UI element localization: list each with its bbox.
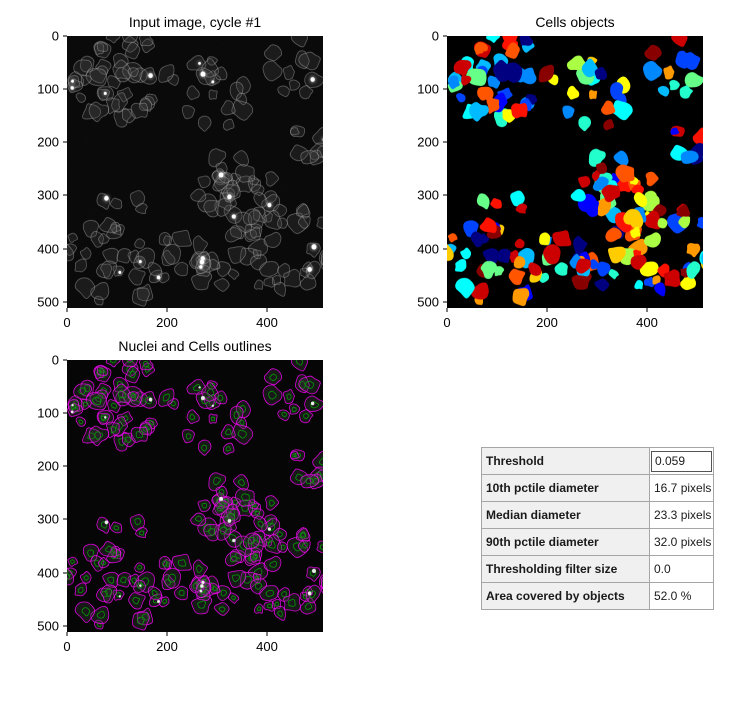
ytick-label: 0 bbox=[431, 28, 439, 44]
ytick-mark bbox=[63, 35, 67, 37]
subplot-cells-objects: Cells objects 0 100 200 300 400 500 0 20… bbox=[417, 14, 703, 330]
ytick-mark bbox=[443, 301, 447, 303]
ytick-mark bbox=[63, 572, 67, 573]
threshold-input[interactable] bbox=[651, 450, 712, 472]
table-row: 90th pctile diameter 32.0 pixels bbox=[482, 529, 714, 556]
ytick-mark bbox=[63, 194, 67, 196]
xtick-label: 0 bbox=[63, 639, 71, 654]
ytick-label: 100 bbox=[37, 81, 59, 97]
ytick-label: 100 bbox=[417, 81, 439, 97]
xtick-label: 400 bbox=[256, 639, 278, 654]
ytick-label: 200 bbox=[37, 458, 59, 474]
subplot-input-image: Input image, cycle #1 0 100 200 300 400 … bbox=[37, 14, 323, 330]
table-row: Threshold bbox=[482, 448, 714, 475]
ytick-mark bbox=[443, 248, 447, 249]
outlines-canvas bbox=[67, 360, 323, 632]
ytick-mark bbox=[63, 465, 67, 467]
xtick-label: 0 bbox=[63, 315, 71, 330]
stat-label-filter-size: Thresholding filter size bbox=[482, 556, 650, 583]
stat-value-10th-pctile: 16.7 pixels bbox=[650, 475, 714, 502]
ytick-mark bbox=[63, 88, 67, 90]
ytick-label: 400 bbox=[37, 565, 59, 580]
ytick-mark bbox=[63, 625, 67, 627]
xtick-label: 200 bbox=[156, 315, 178, 330]
xtick-mark bbox=[66, 308, 68, 312]
ytick-label: 500 bbox=[37, 294, 59, 310]
ytick-mark bbox=[63, 301, 67, 303]
ytick-mark bbox=[63, 359, 67, 361]
stat-label-10th-pctile: 10th pctile diameter bbox=[482, 475, 650, 502]
ytick-label: 100 bbox=[37, 405, 59, 421]
stat-value-median: 23.3 pixels bbox=[650, 502, 714, 529]
input-image-canvas bbox=[67, 36, 323, 308]
xtick-mark bbox=[446, 308, 448, 312]
stat-label-threshold: Threshold bbox=[482, 448, 650, 475]
ytick-label: 200 bbox=[417, 134, 439, 150]
ytick-mark bbox=[63, 141, 67, 143]
ytick-label: 0 bbox=[51, 352, 59, 368]
stat-label-area-covered: Area covered by objects bbox=[482, 583, 650, 610]
table-row: 10th pctile diameter 16.7 pixels bbox=[482, 475, 714, 502]
xtick-mark bbox=[546, 308, 548, 312]
ytick-label: 400 bbox=[37, 241, 59, 256]
plot-title-cells-objects: Cells objects bbox=[535, 14, 615, 30]
table-row: Thresholding filter size 0.0 bbox=[482, 556, 714, 583]
ytick-label: 500 bbox=[417, 294, 439, 310]
stat-label-median: Median diameter bbox=[482, 502, 650, 529]
xtick-mark bbox=[646, 308, 648, 312]
xtick-mark bbox=[166, 632, 168, 636]
ytick-mark bbox=[443, 35, 447, 37]
ytick-mark bbox=[63, 248, 67, 249]
ytick-label: 400 bbox=[417, 241, 439, 256]
ytick-label: 300 bbox=[37, 511, 59, 527]
xtick-mark bbox=[266, 308, 268, 312]
table-row: Median diameter 23.3 pixels bbox=[482, 502, 714, 529]
subplot-outlines: Nuclei and Cells outlines 0 100 200 300 … bbox=[37, 338, 323, 654]
measurements-table: Threshold 10th pctile diameter 16.7 pixe… bbox=[481, 447, 714, 610]
cells-objects-canvas bbox=[447, 36, 703, 308]
xtick-label: 0 bbox=[443, 315, 451, 330]
plot-title-outlines: Nuclei and Cells outlines bbox=[118, 338, 272, 354]
stat-value-area-covered: 52.0 % bbox=[650, 583, 714, 610]
ytick-mark bbox=[63, 412, 67, 414]
xtick-label: 200 bbox=[156, 639, 178, 654]
stat-value-filter-size: 0.0 bbox=[650, 556, 714, 583]
stat-label-90th-pctile: 90th pctile diameter bbox=[482, 529, 650, 556]
stat-value-90th-pctile: 32.0 pixels bbox=[650, 529, 714, 556]
ytick-label: 300 bbox=[37, 187, 59, 203]
xtick-mark bbox=[66, 632, 68, 636]
table-row: Area covered by objects 52.0 % bbox=[482, 583, 714, 610]
xtick-mark bbox=[266, 632, 268, 636]
ytick-label: 300 bbox=[417, 187, 439, 203]
ytick-mark bbox=[63, 518, 67, 520]
ytick-label: 200 bbox=[37, 134, 59, 150]
xtick-mark bbox=[166, 308, 168, 312]
ytick-label: 500 bbox=[37, 618, 59, 634]
plot-title-input-image: Input image, cycle #1 bbox=[128, 14, 262, 30]
xtick-label: 400 bbox=[256, 315, 278, 330]
ytick-mark bbox=[443, 141, 447, 143]
xtick-label: 400 bbox=[636, 315, 658, 330]
ytick-label: 0 bbox=[51, 28, 59, 44]
xtick-label: 200 bbox=[536, 315, 558, 330]
threshold-value-cell bbox=[650, 448, 714, 475]
ytick-mark bbox=[443, 194, 447, 196]
ytick-mark bbox=[443, 88, 447, 90]
